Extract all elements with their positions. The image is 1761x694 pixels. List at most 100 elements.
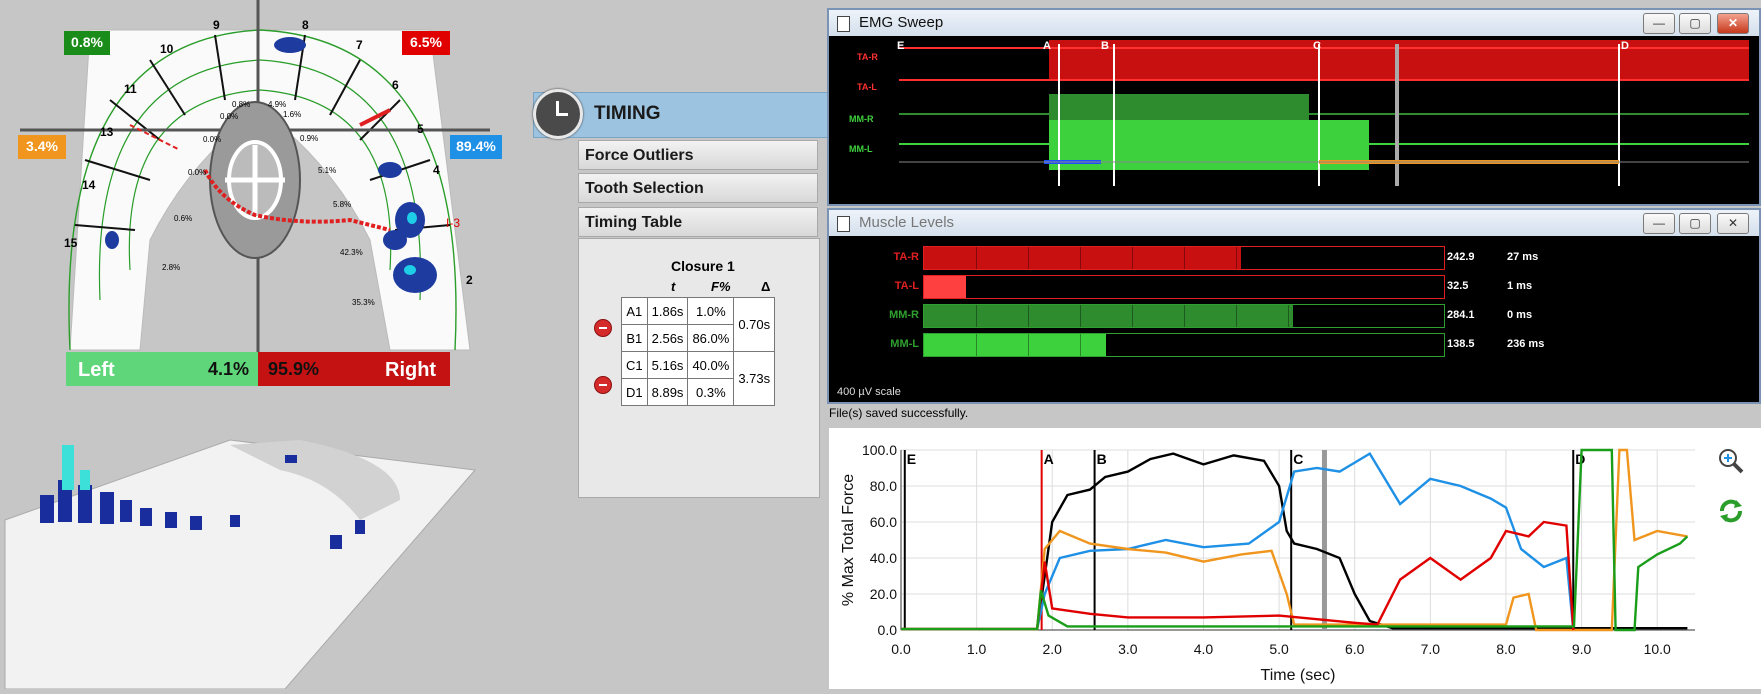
emg-marker: D xyxy=(1621,40,1629,52)
row-time: 5.16s xyxy=(646,351,689,379)
muscle-level-fill xyxy=(924,334,1106,356)
muscle-ms: 236 ms xyxy=(1507,338,1545,350)
x-tick-label: 0.0 xyxy=(891,641,911,657)
muscle-ms: 0 ms xyxy=(1507,309,1533,321)
tooth-number: 5 xyxy=(417,122,424,136)
inner-pct: 0.9% xyxy=(300,134,319,143)
emg-marker: B xyxy=(1101,40,1109,52)
chart-series-line xyxy=(901,448,1689,632)
emg-marker: A xyxy=(1043,40,1051,52)
close-button[interactable]: ✕ xyxy=(1717,13,1749,34)
menu-force-outliers[interactable]: Force Outliers xyxy=(578,140,818,170)
emg-marker: C xyxy=(1313,40,1321,52)
zoom-icon[interactable] xyxy=(1718,448,1744,474)
inner-pct: 0.0% xyxy=(188,168,207,177)
muscle-level-fill xyxy=(924,247,1242,269)
emg-sweep-title: EMG Sweep xyxy=(859,14,944,31)
y-tick-label: 80.0 xyxy=(870,478,897,494)
menu-tooth-selection[interactable]: Tooth Selection xyxy=(578,173,818,203)
refresh-icon[interactable] xyxy=(1718,498,1744,524)
pct-top-left: 0.8% xyxy=(64,31,110,55)
x-axis-label: Time (sec) xyxy=(1261,667,1336,684)
row-delta: 3.73s xyxy=(733,351,776,406)
tooth-number: 13 xyxy=(100,125,114,139)
chart-marker-label: E xyxy=(907,451,916,467)
tooth-number: 7 xyxy=(356,38,363,52)
inner-pct: 42.3% xyxy=(340,248,363,257)
emg-sweep-window: EMG Sweep — ▢ ✕ TA-R TA-L MM-R MM-L E A … xyxy=(827,8,1761,206)
muscle-value: 32.5 xyxy=(1447,280,1469,292)
chart-series-line xyxy=(901,452,1688,631)
muscle-levels-title: Muscle Levels xyxy=(859,214,955,231)
minimize-button[interactable]: — xyxy=(1643,213,1675,234)
tooth-number: 11 xyxy=(124,82,137,96)
inner-pct: 5.8% xyxy=(333,200,352,209)
muscle-levels-titlebar[interactable]: Muscle Levels — ▢ ✕ xyxy=(829,210,1759,236)
emg-marker: E xyxy=(897,40,905,52)
y-tick-label: 40.0 xyxy=(870,550,897,566)
y-tick-label: 100.0 xyxy=(862,442,897,458)
x-tick-label: 9.0 xyxy=(1572,641,1592,657)
channel-label: MM-L xyxy=(849,144,873,154)
pct-mid-right: 89.4% xyxy=(450,135,502,159)
header-t: t xyxy=(671,279,676,294)
inner-pct: 5.1% xyxy=(318,166,337,175)
document-icon xyxy=(837,216,850,232)
muscle-level-row: MM-R 284.1 0 ms xyxy=(829,304,1755,328)
muscle-value: 138.5 xyxy=(1447,338,1475,350)
row-label: A1 xyxy=(621,297,648,325)
force-chart-panel: 0.0 1.0 2.0 3.0 4.0 5.0 6.0 7.0 8.0 9.0 10.0 0.0 20.… xyxy=(829,428,1761,689)
muscle-level-bar xyxy=(923,246,1445,270)
muscle-value: 284.1 xyxy=(1447,309,1475,321)
muscle-level-row: MM-L 138.5 236 ms xyxy=(829,333,1755,357)
arch-diagram xyxy=(4,0,490,689)
tooth-number: 6 xyxy=(392,78,399,92)
status-text: File(s) saved successfully. xyxy=(829,406,969,420)
row-time: 1.86s xyxy=(646,297,689,325)
channel-label: TA-R xyxy=(857,52,878,62)
row-force: 1.0% xyxy=(687,297,735,325)
closure-title: Closure 1 xyxy=(671,258,735,274)
tooth-number: 4 xyxy=(433,163,440,177)
table-row: A1 1.86s 1.0% 0.70s xyxy=(621,297,776,352)
chart-marker-label: A xyxy=(1044,451,1054,467)
header-delta: Δ xyxy=(761,279,771,294)
muscle-ms: 1 ms xyxy=(1507,280,1533,292)
right-label: Right xyxy=(385,359,437,381)
inner-pct: 35.3% xyxy=(352,298,375,307)
inner-pct: 2.8% xyxy=(162,263,181,272)
channel-label: TA-L xyxy=(857,82,877,92)
left-label: Left xyxy=(78,359,115,381)
timing-table-panel: Closure 1 t F% Δ A1 1.86s 1.0% 0.70s B1 … xyxy=(578,238,820,498)
force-chart: 0.0 1.0 2.0 3.0 4.0 5.0 6.0 7.0 8.0 9.0 10.0 0.0 20.… xyxy=(840,442,1695,684)
maximize-button[interactable]: ▢ xyxy=(1679,13,1711,34)
row-time: 2.56s xyxy=(646,324,689,352)
remove-closure-ab-icon[interactable] xyxy=(594,319,612,337)
minimize-button[interactable]: — xyxy=(1643,13,1675,34)
muscle-name: MM-L xyxy=(890,338,919,350)
muscle-name: MM-R xyxy=(889,309,919,321)
row-label: C1 xyxy=(621,351,648,379)
row-delta: 0.70s xyxy=(733,297,776,352)
inner-pct: 4.9% xyxy=(268,100,287,109)
emg-sweep-titlebar[interactable]: EMG Sweep — ▢ ✕ xyxy=(829,10,1759,36)
muscle-level-fill xyxy=(924,305,1294,327)
remove-closure-cd-icon[interactable] xyxy=(594,376,612,394)
tooth-number: 9 xyxy=(213,18,220,32)
timing-header[interactable]: TIMING xyxy=(533,92,835,138)
chart-series-line xyxy=(901,448,1688,632)
x-tick-label: 10.0 xyxy=(1644,641,1671,657)
chart-marker-label: B xyxy=(1097,451,1107,467)
chart-series-line xyxy=(901,451,1575,631)
inner-pct: 0.0% xyxy=(203,135,222,144)
inner-pct: 0.6% xyxy=(174,214,193,223)
close-button[interactable]: ✕ xyxy=(1717,213,1749,234)
table-row: D1 8.89s 0.3% xyxy=(621,378,775,406)
maximize-button[interactable]: ▢ xyxy=(1679,213,1711,234)
menu-timing-table[interactable]: Timing Table xyxy=(578,207,818,237)
muscle-value: 242.9 xyxy=(1447,251,1475,263)
muscle-level-bar xyxy=(923,333,1445,357)
muscle-level-row: TA-L 32.5 1 ms xyxy=(829,275,1755,299)
pct-mid-left: 3.4% xyxy=(18,135,66,159)
row-time: 8.89s xyxy=(646,378,689,406)
